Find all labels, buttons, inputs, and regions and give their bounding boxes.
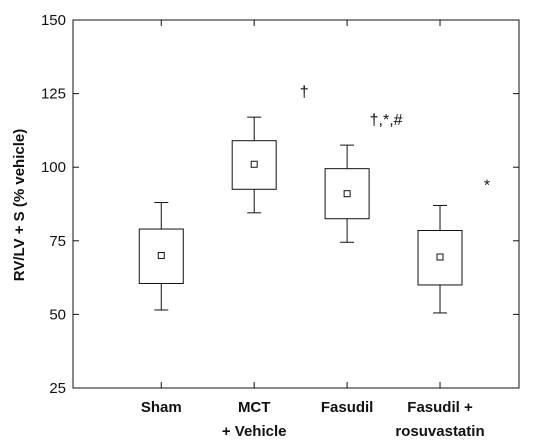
significance-annotation: *	[484, 177, 490, 194]
significance-annotation: †	[300, 84, 309, 101]
significance-annotations: † †,*,# *	[300, 84, 490, 194]
plot-frame	[72, 19, 520, 389]
plot-border	[72, 19, 520, 389]
category-label: Fasudil	[321, 399, 374, 416]
y-tick-label: 150	[41, 12, 66, 29]
mean-marker	[157, 252, 165, 260]
mean-marker	[343, 190, 351, 198]
significance-annotation: †,*,#	[370, 112, 403, 129]
y-tick-label: 25	[49, 380, 66, 397]
box-group	[231, 116, 277, 214]
box-group	[138, 202, 184, 311]
box-series	[138, 116, 463, 314]
y-axis-ticks: 25 50 75 100 125 150	[41, 12, 519, 397]
category-label: Fasudil +	[407, 399, 473, 416]
mean-marker	[436, 253, 444, 261]
mean-marker	[250, 160, 258, 168]
y-tick-label: 50	[49, 306, 66, 323]
y-axis-title: RV/LV + S (% vehicle)	[11, 129, 28, 281]
category-label-line2: + Vehicle	[222, 423, 287, 440]
category-label: MCT	[238, 399, 271, 416]
category-label-line2: rosuvastatin	[395, 423, 484, 440]
y-tick-label: 100	[41, 159, 66, 176]
box-group	[324, 144, 370, 243]
category-label: Sham	[141, 399, 182, 416]
y-tick-label: 75	[49, 233, 66, 250]
box-group	[417, 204, 463, 314]
x-axis-ticks: Sham MCT + Vehicle Fasudil Fasudil + rosuvast…	[141, 20, 485, 440]
y-tick-label: 125	[41, 86, 66, 103]
